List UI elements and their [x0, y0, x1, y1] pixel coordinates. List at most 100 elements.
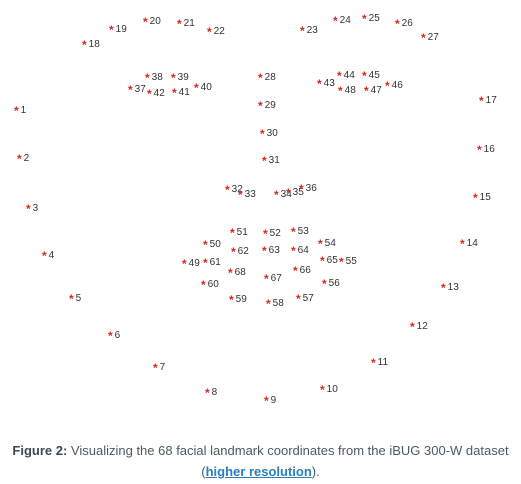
landmark-32: * 32 [225, 184, 243, 196]
landmark-label: 62 [237, 246, 249, 257]
landmark-label: 63 [268, 245, 280, 256]
landmark-marker-icon: * [477, 143, 482, 157]
landmark-marker-icon: * [274, 188, 279, 202]
landmark-40: * 40 [194, 82, 212, 94]
landmark-marker-icon: * [473, 191, 478, 205]
landmark-14: * 14 [460, 238, 478, 250]
landmark-label: 66 [299, 265, 311, 276]
landmark-marker-icon: * [299, 182, 304, 196]
landmark-13: * 13 [441, 282, 459, 294]
landmark-marker-icon: * [229, 293, 234, 307]
landmark-9: * 9 [264, 395, 276, 407]
landmark-marker-icon: * [300, 24, 305, 38]
landmark-58: * 58 [266, 298, 284, 310]
landmark-marker-icon: * [460, 237, 465, 251]
landmark-label: 56 [328, 278, 340, 289]
landmark-22: * 22 [207, 26, 225, 38]
landmark-label: 65 [326, 255, 338, 266]
landmark-label: 19 [115, 24, 127, 35]
landmark-label: 15 [479, 192, 491, 203]
landmark-marker-icon: * [171, 71, 176, 85]
landmark-marker-icon: * [364, 84, 369, 98]
landmark-8: * 8 [205, 387, 217, 399]
landmark-50: * 50 [203, 239, 221, 251]
landmark-66: * 66 [293, 265, 311, 277]
landmark-label: 52 [269, 228, 281, 239]
landmark-marker-icon: * [421, 31, 426, 45]
landmark-3: * 3 [26, 203, 38, 215]
landmark-marker-icon: * [177, 17, 182, 31]
landmark-label: 7 [159, 362, 166, 373]
landmark-68: * 68 [228, 267, 246, 279]
landmark-31: * 31 [262, 155, 280, 167]
landmark-label: 55 [345, 256, 357, 267]
landmark-label: 37 [134, 84, 146, 95]
figure-caption: Figure 2: Visualizing the 68 facial land… [0, 440, 521, 482]
landmark-label: 23 [306, 25, 318, 36]
landmark-label: 61 [209, 257, 221, 268]
landmark-label: 18 [88, 39, 100, 50]
landmark-63: * 63 [262, 245, 280, 257]
landmark-marker-icon: * [385, 79, 390, 93]
landmark-marker-icon: * [109, 23, 114, 37]
landmark-marker-icon: * [266, 297, 271, 311]
landmark-label: 51 [236, 227, 248, 238]
landmark-55: * 55 [339, 256, 357, 268]
landmark-marker-icon: * [182, 257, 187, 271]
landmark-label: 1 [20, 105, 27, 116]
landmark-label: 17 [485, 95, 497, 106]
landmark-label: 8 [211, 387, 218, 398]
landmark-label: 49 [188, 258, 200, 269]
landmark-marker-icon: * [153, 361, 158, 375]
landmark-6: * 6 [108, 330, 120, 342]
landmark-marker-icon: * [293, 264, 298, 278]
landmark-label: 10 [326, 384, 338, 395]
landmark-marker-icon: * [230, 226, 235, 240]
landmark-41: * 41 [172, 87, 190, 99]
landmark-diagram: * 1 * 2 * 3 * 4 * 5 * 6 * 7 * 8 * 9 * 10 * 11 * 12 * 13 * 14 * 15 * 16 *… [14, 13, 497, 407]
landmark-marker-icon: * [320, 254, 325, 268]
landmark-45: * 45 [362, 70, 380, 82]
landmark-label: 46 [391, 80, 403, 91]
caption-tail: ). [311, 464, 320, 479]
landmark-label: 59 [235, 294, 247, 305]
landmark-label: 25 [368, 13, 380, 24]
landmark-label: 2 [23, 153, 30, 164]
higher-resolution-link[interactable]: higher resolution [205, 464, 312, 479]
landmark-label: 21 [183, 18, 195, 29]
landmark-12: * 12 [410, 321, 428, 333]
landmark-marker-icon: * [108, 329, 113, 343]
landmark-label: 35 [292, 187, 304, 198]
landmark-label: 54 [324, 238, 336, 249]
landmark-48: * 48 [338, 85, 356, 97]
landmark-marker-icon: * [264, 272, 269, 286]
landmark-7: * 7 [153, 362, 165, 374]
landmark-label: 32 [231, 184, 243, 195]
landmark-35: * 35 [286, 187, 304, 199]
landmark-marker-icon: * [147, 87, 152, 101]
landmark-marker-icon: * [69, 292, 74, 306]
landmark-marker-icon: * [228, 266, 233, 280]
landmark-marker-icon: * [205, 386, 210, 400]
landmark-marker-icon: * [231, 245, 236, 259]
landmark-27: * 27 [421, 32, 439, 44]
landmark-label: 39 [177, 72, 189, 83]
landmark-label: 5 [75, 293, 82, 304]
landmark-18: * 18 [82, 39, 100, 51]
landmark-42: * 42 [147, 88, 165, 100]
landmark-label: 47 [370, 85, 382, 96]
landmark-marker-icon: * [371, 356, 376, 370]
landmark-label: 31 [268, 155, 280, 166]
landmark-marker-icon: * [441, 281, 446, 295]
caption-lead: Figure 2: [12, 443, 68, 458]
landmark-25: * 25 [362, 13, 380, 25]
landmark-label: 34 [280, 189, 292, 200]
landmark-marker-icon: * [26, 202, 31, 216]
landmark-label: 58 [272, 298, 284, 309]
landmark-label: 20 [149, 16, 161, 27]
landmark-marker-icon: * [14, 104, 19, 118]
landmark-label: 43 [323, 78, 335, 89]
landmark-label: 3 [32, 203, 39, 214]
landmark-marker-icon: * [203, 238, 208, 252]
landmark-24: * 24 [333, 15, 351, 27]
